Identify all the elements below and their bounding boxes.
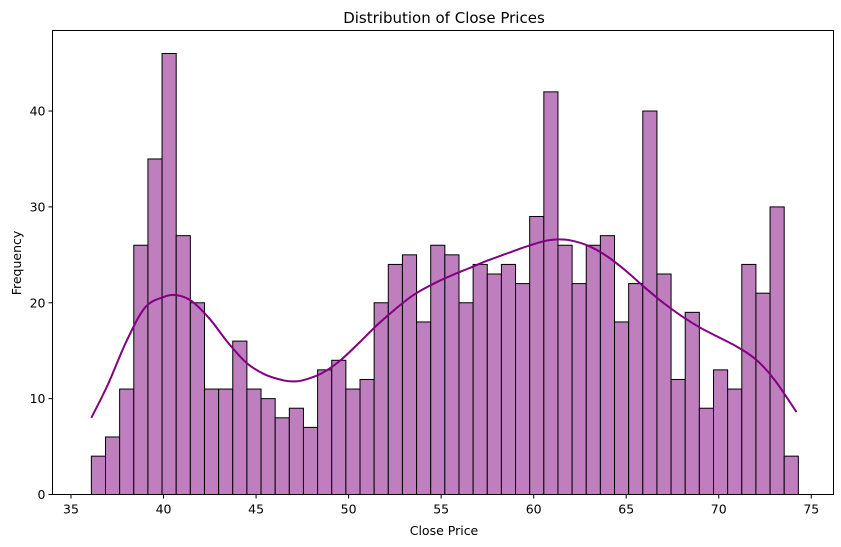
histogram-bar <box>628 283 644 495</box>
kde-curve <box>90 238 798 419</box>
histogram-bar <box>543 91 559 496</box>
histogram-bar <box>232 340 248 495</box>
histogram-bar <box>727 388 743 495</box>
x-axis-label: Close Price <box>410 523 479 538</box>
y-tick-label: 0 <box>38 487 46 502</box>
histogram-bar <box>486 273 502 495</box>
histogram-bar <box>302 426 319 496</box>
histogram-bar <box>345 388 361 495</box>
histogram-bar <box>642 110 658 495</box>
x-tick-label: 65 <box>618 502 634 517</box>
x-tick-label: 35 <box>63 502 79 517</box>
histogram-bar <box>783 455 799 495</box>
x-tick-label: 40 <box>156 502 172 517</box>
histogram-bar <box>670 378 686 495</box>
histogram-bar <box>755 292 771 495</box>
histogram-bar <box>684 311 700 495</box>
histogram-bar <box>458 302 474 496</box>
histogram-bar <box>133 244 149 495</box>
plot-frame <box>52 30 834 495</box>
histogram-bar <box>387 263 403 496</box>
x-tick-label: 70 <box>711 502 727 517</box>
histogram-bar <box>585 244 601 495</box>
histogram-bar <box>416 321 432 495</box>
histogram-bar <box>373 302 389 496</box>
histogram-bar <box>529 215 545 495</box>
histogram-bar <box>274 417 290 495</box>
histogram-bar <box>614 321 630 495</box>
histogram-bar <box>500 263 517 496</box>
histogram-bar <box>119 388 135 495</box>
histogram-bar <box>713 369 729 495</box>
y-tick-label: 20 <box>30 295 46 310</box>
histogram-bar <box>331 359 347 496</box>
histogram-bar <box>599 235 616 495</box>
histogram-bar <box>203 388 220 495</box>
x-tick-label: 55 <box>433 502 449 517</box>
y-tick-label: 40 <box>30 104 46 119</box>
histogram-bar <box>698 407 714 495</box>
histogram-bar <box>769 206 785 495</box>
chart-title: Distribution of Close Prices <box>343 9 545 27</box>
histogram-bar <box>359 378 375 495</box>
x-tick-label: 60 <box>526 502 542 517</box>
y-tick-label: 10 <box>30 391 46 406</box>
histogram-bar <box>105 436 121 496</box>
y-tick-label: 30 <box>30 199 46 214</box>
histogram-bar <box>246 388 262 495</box>
histogram-bar <box>175 235 191 495</box>
histogram-bar <box>161 53 177 495</box>
x-tick-label: 50 <box>341 502 357 517</box>
histogram-bar <box>401 254 418 495</box>
x-axis-ticks: 35 40 45 50 55 60 65 70 75 <box>63 494 819 517</box>
histogram-bar <box>472 263 488 496</box>
bars-group <box>90 53 799 496</box>
x-tick-label: 45 <box>248 502 264 517</box>
histogram-bar <box>444 254 460 495</box>
y-axis-label: Frequency <box>9 230 24 295</box>
histogram-bar <box>218 388 234 495</box>
histogram-bar <box>288 407 304 495</box>
histogram-bar <box>90 455 107 495</box>
histogram-bar <box>741 263 757 496</box>
histogram-bar <box>571 283 587 495</box>
histogram-bar <box>147 158 163 496</box>
x-tick-label: 75 <box>803 502 819 517</box>
histogram-bar <box>317 369 333 495</box>
histogram-bar <box>515 283 531 495</box>
y-axis-ticks: 0 10 20 30 40 <box>30 104 53 502</box>
histogram-bar <box>260 398 276 496</box>
histogram-bar <box>557 244 573 495</box>
histogram-bar <box>189 302 205 496</box>
